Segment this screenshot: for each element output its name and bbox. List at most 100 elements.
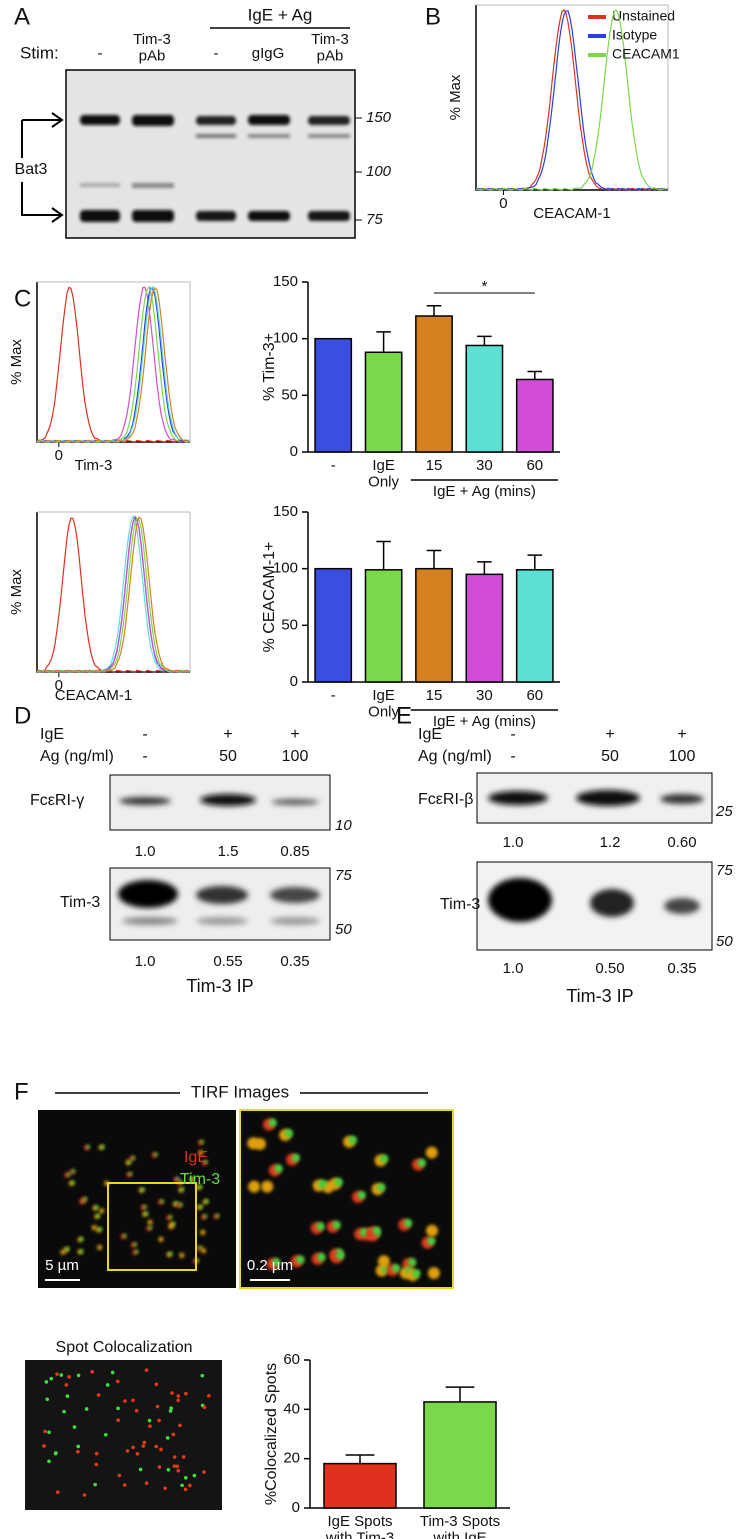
spot xyxy=(83,1197,88,1201)
spot xyxy=(157,1465,162,1469)
frame xyxy=(37,511,191,672)
y-label: % Max xyxy=(8,569,25,615)
spot xyxy=(86,1145,91,1149)
row-value: - xyxy=(510,748,515,765)
y-tick-label: 150 xyxy=(273,503,298,520)
spot xyxy=(336,1251,345,1260)
frame xyxy=(37,281,191,442)
row-value: + xyxy=(605,726,614,743)
spot xyxy=(189,1176,195,1182)
spot xyxy=(147,1219,153,1225)
spot xyxy=(148,1424,152,1429)
row-label: Ag (ng/ml) xyxy=(40,748,114,765)
quantification: 1.0 xyxy=(135,843,156,860)
spot xyxy=(148,1225,153,1230)
spot xyxy=(123,1399,127,1403)
spot xyxy=(94,1205,99,1210)
x-tick-label: 0 xyxy=(55,677,63,694)
spot xyxy=(66,1172,71,1177)
bar xyxy=(364,569,403,683)
spot xyxy=(98,1227,103,1231)
legend-label: Isotype xyxy=(612,27,657,43)
spot xyxy=(247,1137,260,1150)
quantification: 1.0 xyxy=(503,960,524,977)
spot xyxy=(170,1391,174,1395)
bar xyxy=(415,567,453,683)
row-label: Ag (ng/ml) xyxy=(418,748,492,765)
error-bar xyxy=(345,1454,375,1464)
row-value: 50 xyxy=(601,748,619,765)
spot xyxy=(203,1214,207,1219)
lane-label: Tim-3 pAb xyxy=(133,31,171,65)
bands xyxy=(488,790,704,806)
row-label: IgE xyxy=(40,726,64,743)
spot xyxy=(133,1242,137,1247)
blot-label: FcεRI-β xyxy=(418,791,473,808)
x-tick-label: - xyxy=(331,457,336,474)
header: IgE + Ag xyxy=(248,5,313,24)
protein-label: Bat3 xyxy=(15,161,48,178)
spot xyxy=(67,1375,71,1379)
row-value: + xyxy=(223,726,232,743)
spot xyxy=(157,1418,161,1423)
y-tick-label: 0 xyxy=(290,443,298,460)
spot xyxy=(116,1418,120,1422)
spot xyxy=(359,1228,369,1237)
spot xyxy=(55,1372,59,1376)
spot xyxy=(100,1144,105,1149)
spot xyxy=(296,1255,305,1264)
y-tick-label: 0 xyxy=(292,1499,300,1516)
spot xyxy=(76,1373,81,1378)
spot xyxy=(138,1467,143,1472)
spot xyxy=(47,1459,51,1464)
spot xyxy=(348,1135,357,1145)
histogram-curve xyxy=(36,516,190,673)
spot xyxy=(179,1202,183,1207)
spot xyxy=(135,1452,140,1456)
spot xyxy=(207,1393,211,1398)
spot xyxy=(183,1487,188,1492)
spot xyxy=(391,1264,401,1273)
spot xyxy=(71,1169,76,1173)
spot xyxy=(71,1180,75,1185)
spot xyxy=(127,1160,132,1164)
row-value: + xyxy=(677,726,686,743)
spot xyxy=(169,1406,173,1410)
histogram-curve xyxy=(475,10,669,191)
y-tick-label: 50 xyxy=(281,616,298,633)
spot xyxy=(55,1490,60,1494)
spot xyxy=(131,1445,135,1450)
spot xyxy=(198,1150,204,1156)
spot xyxy=(172,1455,177,1459)
spot xyxy=(318,1179,327,1189)
scale-label: 5 µm xyxy=(45,1257,79,1274)
histogram-curve xyxy=(36,514,190,673)
panel-label: C xyxy=(14,285,31,312)
spot xyxy=(284,1129,294,1138)
spot xyxy=(79,1249,84,1253)
y-tick-label: 60 xyxy=(283,1351,300,1368)
spot xyxy=(165,1436,170,1440)
error-bar xyxy=(527,370,543,380)
spot xyxy=(45,1397,50,1402)
spot xyxy=(65,1394,70,1398)
x-tick-label: 60 xyxy=(526,457,543,474)
spot xyxy=(261,1180,274,1193)
y-tick-label: 100 xyxy=(273,330,298,347)
spot xyxy=(168,1223,174,1230)
label-bg xyxy=(14,158,48,182)
spot xyxy=(377,1183,386,1192)
error-bar xyxy=(376,331,391,353)
axes xyxy=(36,512,190,673)
spot xyxy=(160,1199,165,1204)
spot xyxy=(64,1383,69,1387)
spot xyxy=(154,1382,159,1387)
spot xyxy=(407,1257,417,1267)
legend-tim3: Tim-3 xyxy=(180,1171,220,1188)
y-tick-label: 50 xyxy=(281,386,298,403)
marker-label: 75 xyxy=(366,211,383,228)
spot xyxy=(412,1269,421,1278)
spot xyxy=(200,1229,206,1235)
panel-label: B xyxy=(425,3,441,30)
quantification: 1.2 xyxy=(600,834,621,851)
